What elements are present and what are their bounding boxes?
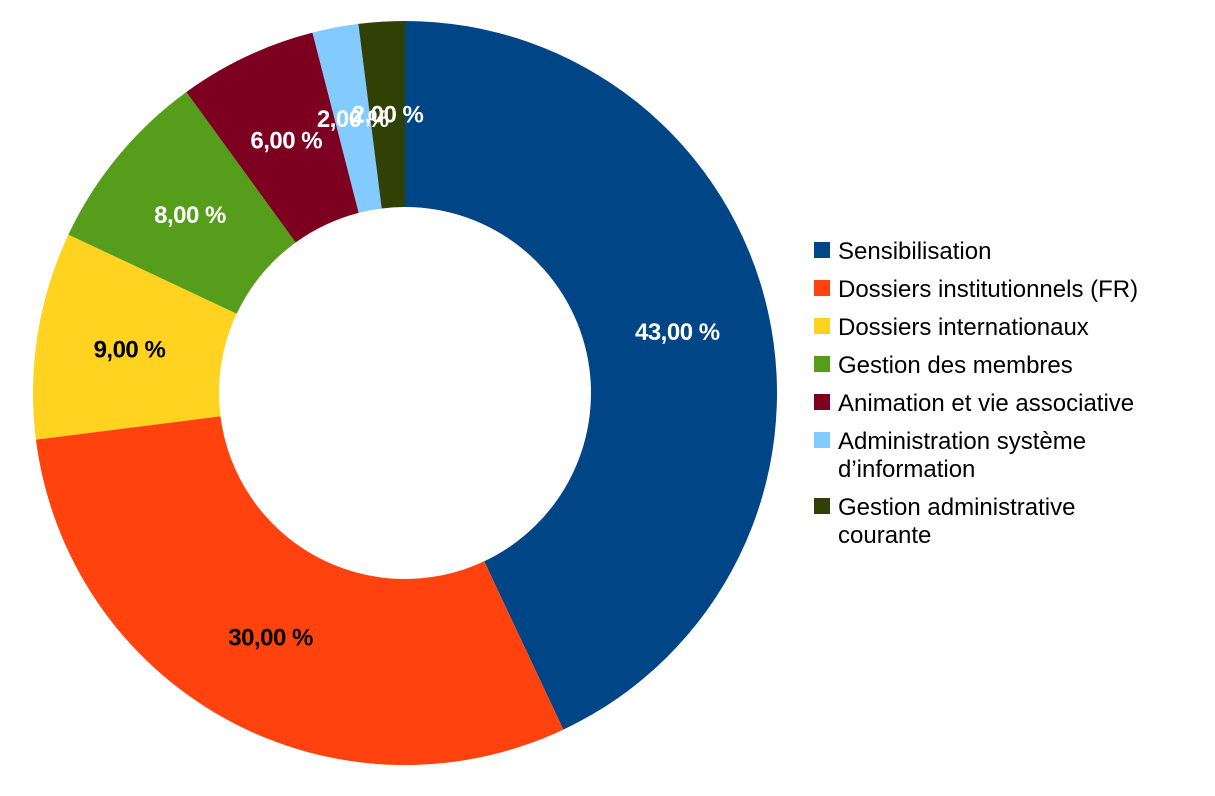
legend-label: Dossiers internationaux — [838, 314, 1089, 341]
data-label-sensibilisation: 43,00 % — [635, 319, 720, 346]
legend-item-gestion-des-membres: Gestion des membres — [814, 352, 1073, 379]
legend-label: Gestion administrative courante — [838, 494, 1075, 549]
data-label-gestion-administrative-courante: 2,00 % — [352, 102, 424, 129]
legend-label: Gestion des membres — [838, 352, 1073, 379]
slice-gestion-administrative-courante — [358, 21, 405, 209]
legend-item-dossiers-internationaux: Dossiers internationaux — [814, 314, 1089, 341]
slice-administration-systeme-d-information — [312, 23, 382, 213]
legend-swatch — [814, 280, 830, 296]
legend-item-administration-systeme-d-information: Administration système d’information — [814, 428, 1086, 483]
chart-data-labels: 43,00 %30,00 %9,00 %8,00 %6,00 %2,00 %2,… — [94, 102, 721, 652]
data-label-administration-systeme-d-information: 2,00 % — [317, 106, 389, 133]
legend-label: Dossiers institutionnels (FR) — [838, 276, 1138, 303]
legend-item-animation-et-vie-associative: Animation et vie associative — [814, 390, 1134, 417]
slice-animation-et-vie-associative — [186, 32, 359, 243]
legend-item-sensibilisation: Sensibilisation — [814, 238, 991, 265]
legend-swatch — [814, 432, 830, 448]
chart-legend: Sensibilisation Dossiers institutionnels … — [814, 238, 1138, 549]
slice-dossiers-institutionnels-fr — [35, 416, 564, 765]
data-label-animation-et-vie-associative: 6,00 % — [250, 128, 322, 155]
legend-item-dossiers-institutionnels-fr: Dossiers institutionnels (FR) — [814, 276, 1138, 303]
legend-swatch — [814, 394, 830, 410]
data-label-dossiers-institutionnels-fr: 30,00 % — [228, 624, 313, 651]
legend-item-gestion-administrative-courante: Gestion administrative courante — [814, 494, 1075, 549]
legend-swatch — [814, 318, 830, 334]
legend-label: Animation et vie associative — [838, 390, 1134, 417]
data-label-gestion-des-membres: 8,00 % — [154, 202, 226, 229]
data-label-dossiers-internationaux: 9,00 % — [94, 336, 166, 363]
legend-swatch — [814, 356, 830, 372]
legend-swatch — [814, 242, 830, 258]
slice-dossiers-internationaux — [32, 234, 237, 440]
slice-sensibilisation — [405, 21, 777, 730]
slice-gestion-des-membres — [68, 92, 296, 314]
legend-swatch — [814, 498, 830, 514]
legend-label: Administration système d’information — [838, 428, 1086, 483]
chart-slices — [32, 21, 777, 765]
legend-label: Sensibilisation — [838, 238, 991, 265]
